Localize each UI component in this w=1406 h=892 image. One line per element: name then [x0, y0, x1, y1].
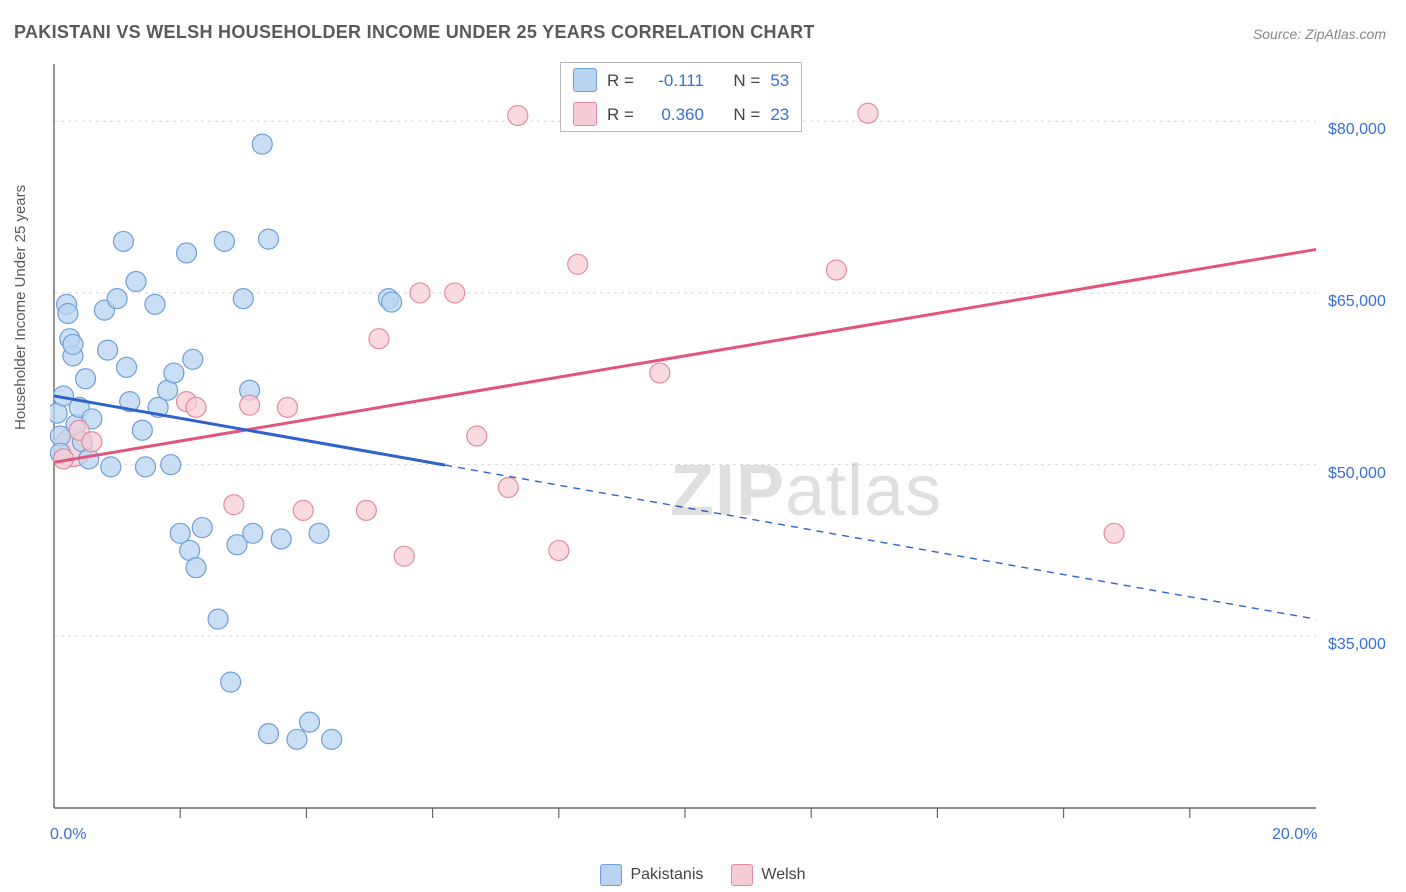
- legend: Pakistanis Welsh: [0, 864, 1406, 886]
- stat-n-label: N =: [733, 72, 760, 89]
- correlation-stats-box: R = -0.111 N = 53 R = 0.360 N = 23: [560, 62, 802, 132]
- stats-row: R = 0.360 N = 23: [561, 97, 801, 131]
- legend-swatch: [600, 864, 622, 886]
- chart-container: PAKISTANI VS WELSH HOUSEHOLDER INCOME UN…: [0, 0, 1406, 892]
- y-tick-label: $65,000: [1328, 293, 1386, 311]
- legend-item: Welsh: [731, 864, 805, 886]
- stat-r-value: 0.360: [644, 106, 704, 123]
- stat-r-value: -0.111: [644, 72, 704, 89]
- x-tick-label: 20.0%: [1272, 826, 1317, 844]
- stats-swatch: [573, 102, 597, 126]
- y-tick-label: $80,000: [1328, 121, 1386, 139]
- stat-r-label: R =: [607, 106, 634, 123]
- x-tick-label: 0.0%: [50, 826, 86, 844]
- y-axis-label: Householder Income Under 25 years: [12, 185, 29, 430]
- legend-item: Pakistanis: [600, 864, 703, 886]
- legend-label: Pakistanis: [630, 866, 703, 884]
- source-attribution: Source: ZipAtlas.com: [1253, 26, 1386, 42]
- stat-r-label: R =: [607, 72, 634, 89]
- stat-n-value: 23: [770, 106, 789, 123]
- stat-n-value: 53: [770, 72, 789, 89]
- stats-row: R = -0.111 N = 53: [561, 63, 801, 97]
- legend-swatch: [731, 864, 753, 886]
- scatter-plot: [50, 60, 1386, 830]
- stats-swatch: [573, 68, 597, 92]
- plot-outer: $35,000$50,000$65,000$80,000 0.0%20.0% Z…: [50, 60, 1386, 830]
- chart-title: PAKISTANI VS WELSH HOUSEHOLDER INCOME UN…: [14, 22, 815, 43]
- y-tick-label: $35,000: [1328, 636, 1386, 654]
- stat-n-label: N =: [733, 106, 760, 123]
- y-tick-label: $50,000: [1328, 465, 1386, 483]
- legend-label: Welsh: [761, 866, 805, 884]
